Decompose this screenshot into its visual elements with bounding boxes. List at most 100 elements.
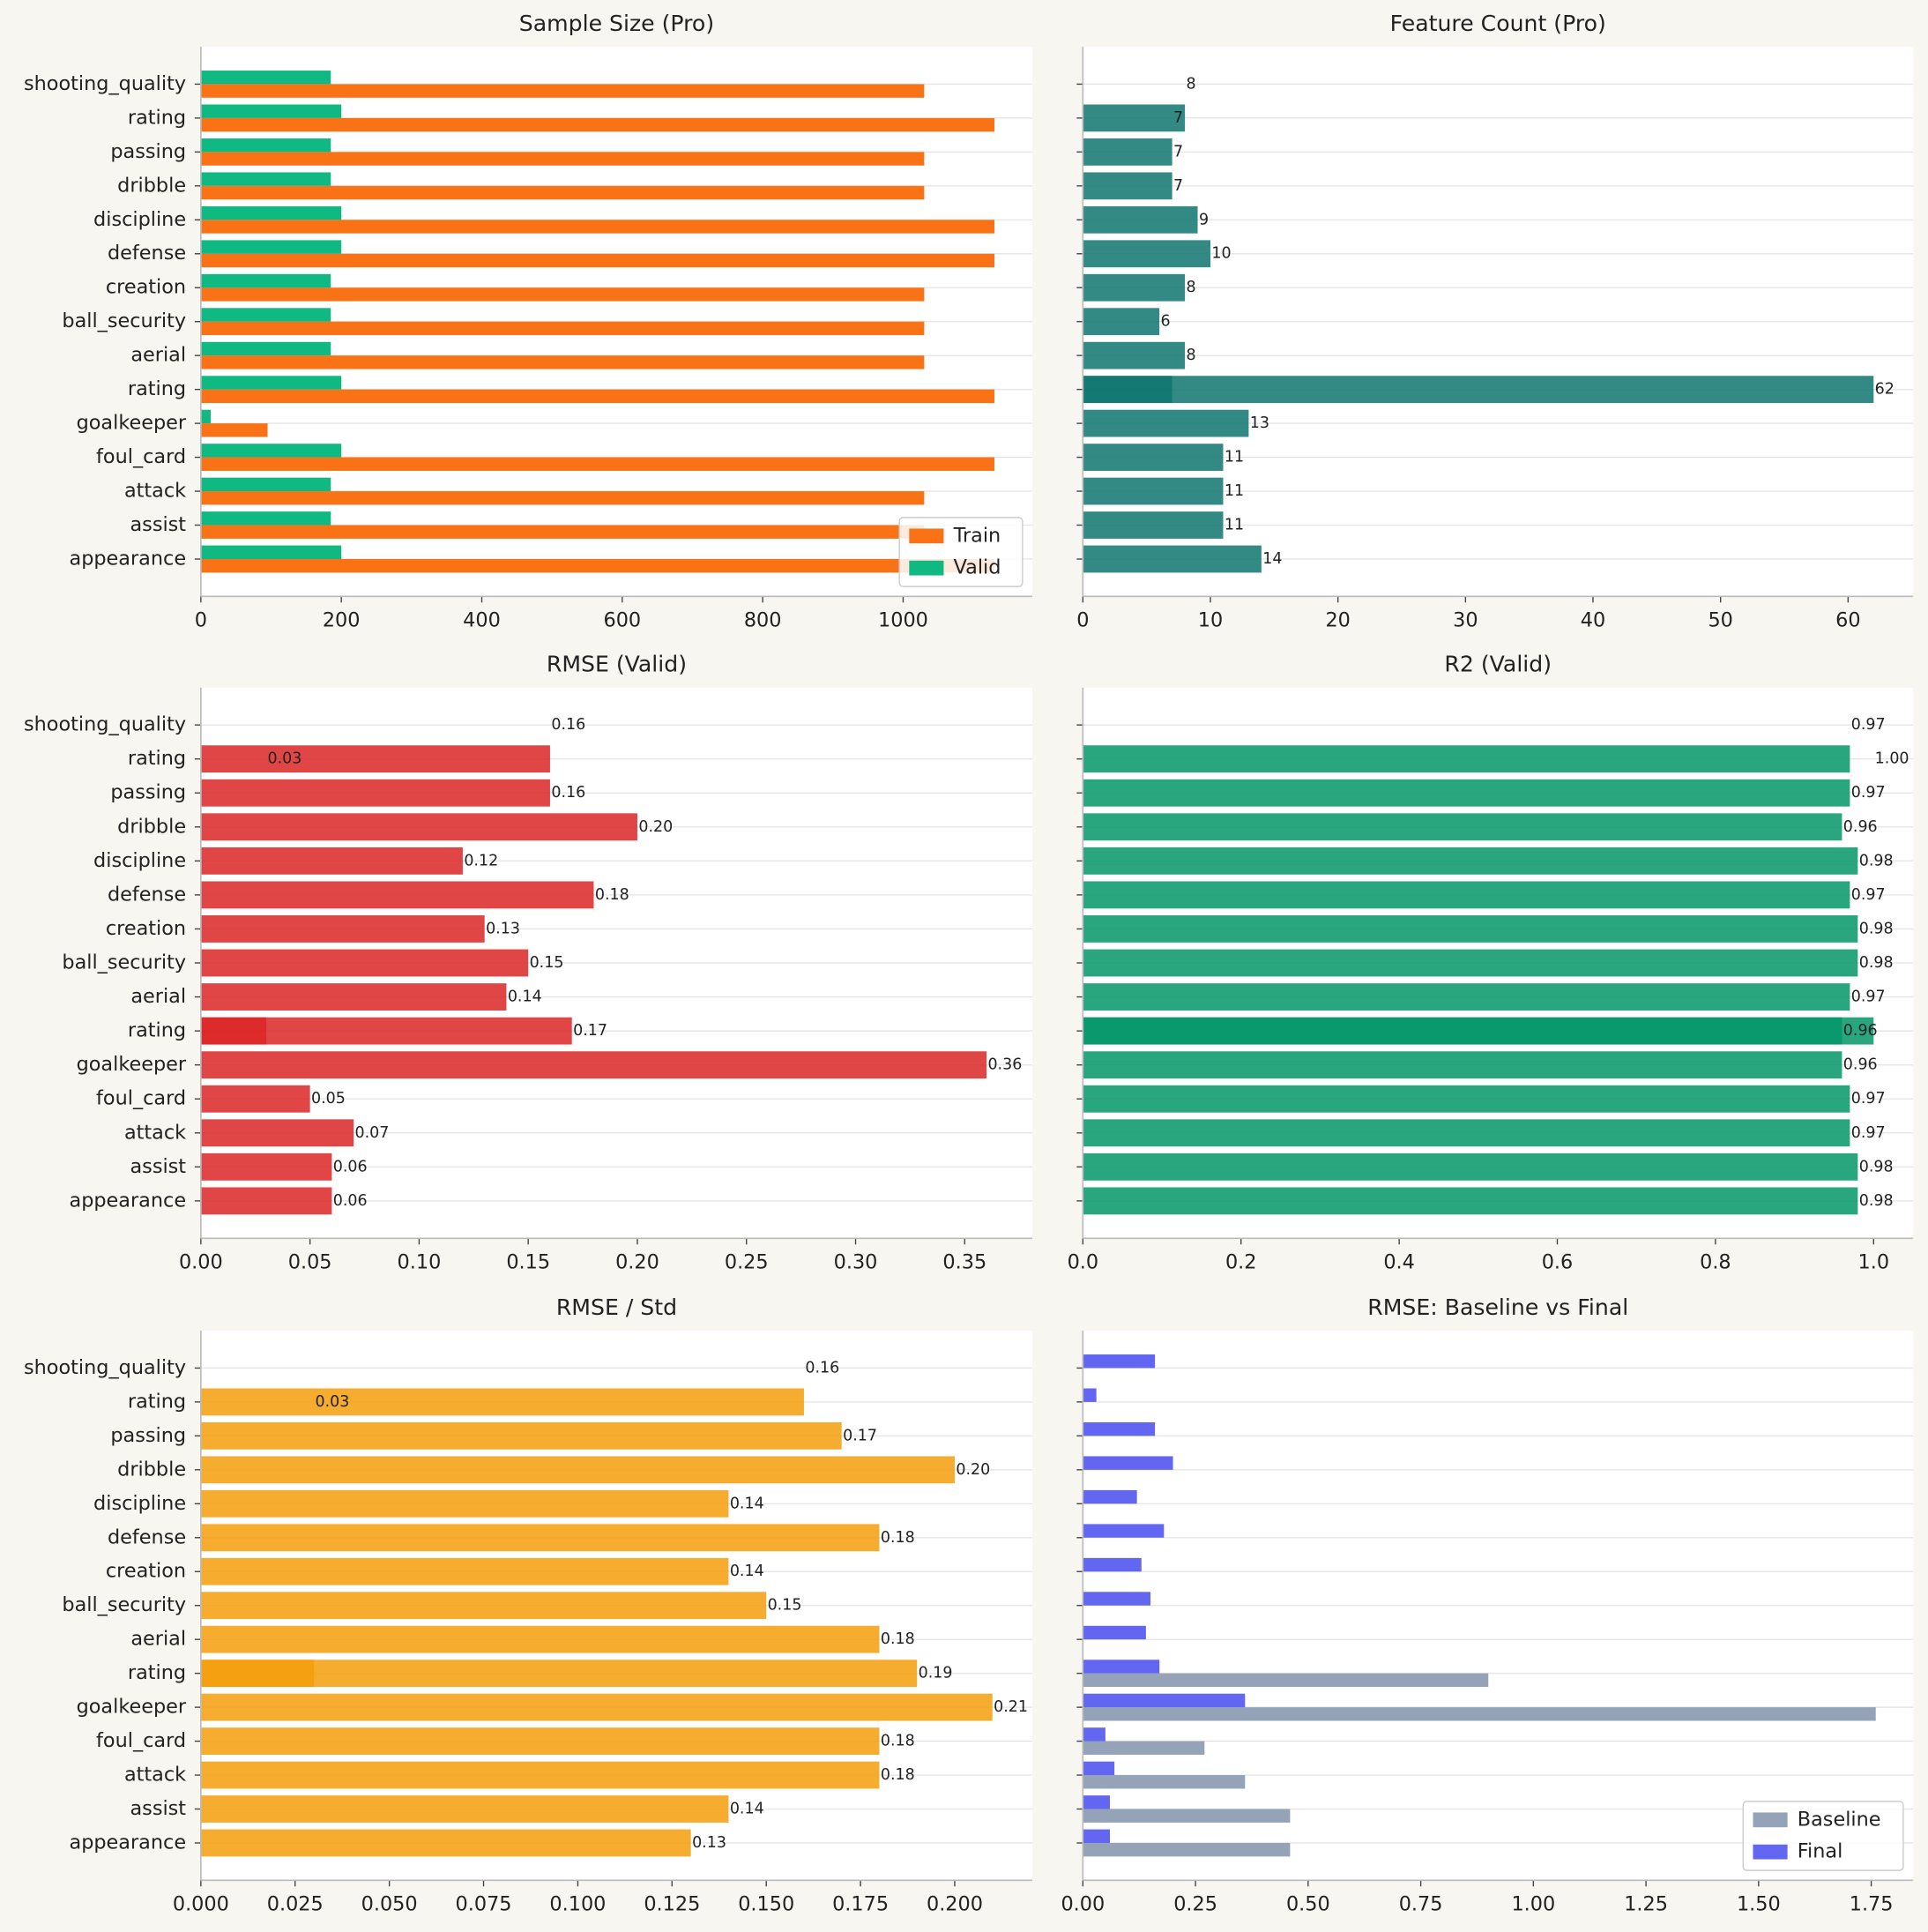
x-tick-label: 1.75	[1850, 1893, 1894, 1916]
bar	[1083, 1761, 1115, 1776]
bar	[200, 355, 925, 369]
value-label: 0.97	[1851, 784, 1886, 802]
value-label: 0.05	[311, 1090, 346, 1108]
bar	[200, 545, 342, 559]
y-tick-label: ball_security	[62, 1593, 186, 1616]
bar	[1083, 1660, 1160, 1674]
bar	[200, 525, 925, 539]
y-tick-label: rating	[128, 377, 186, 400]
value-label: 13	[1250, 414, 1269, 432]
legend-label: Train	[953, 524, 1001, 547]
value-label: 0.96	[1843, 818, 1878, 836]
legend-label: Valid	[954, 556, 1001, 579]
bar	[200, 1660, 918, 1688]
bar	[200, 983, 507, 1011]
x-tick-label: 0.075	[456, 1893, 512, 1916]
bar	[1083, 1693, 1246, 1708]
x-tick-label: 0.200	[927, 1893, 983, 1916]
bar	[200, 1388, 804, 1416]
y-tick-label: rating	[128, 1661, 186, 1684]
bar	[200, 1829, 691, 1857]
y-tick-label: shooting_quality	[24, 713, 186, 736]
x-tick-label: 0.25	[1173, 1893, 1217, 1916]
x-tick-label: 10	[1198, 609, 1223, 632]
bar	[200, 558, 995, 573]
bar	[1083, 779, 1850, 807]
bar	[1083, 1809, 1291, 1823]
bar	[200, 1085, 310, 1113]
x-tick-label: 0.125	[644, 1893, 700, 1916]
bar	[200, 1119, 354, 1147]
y-tick-label: assist	[130, 1155, 186, 1178]
bar	[200, 104, 342, 118]
bar	[200, 477, 331, 492]
bar	[200, 1795, 729, 1823]
x-tick-label: 0.20	[615, 1251, 659, 1274]
x-tick-label: 0.0	[1068, 1251, 1099, 1274]
chart-title: RMSE (Valid)	[547, 652, 687, 677]
value-label: 11	[1225, 449, 1244, 466]
bar	[200, 1456, 955, 1484]
y-tick-label: foul_card	[96, 445, 186, 468]
value-label: 0.20	[956, 1461, 990, 1479]
value-label: 62	[1875, 381, 1895, 399]
legend-label: Baseline	[1798, 1808, 1881, 1831]
y-tick-label: attack	[124, 1121, 186, 1144]
bar	[200, 1187, 332, 1215]
y-tick-label: creation	[106, 1560, 186, 1583]
value-label: 0.13	[486, 920, 520, 937]
y-tick-label: creation	[106, 917, 186, 940]
value-label: 0.16	[551, 784, 585, 802]
bar	[200, 273, 331, 288]
bar	[1083, 1017, 1874, 1045]
bar	[1083, 308, 1160, 336]
bar	[1083, 376, 1172, 404]
y-tick-label: assist	[130, 1797, 186, 1820]
bar	[1083, 983, 1850, 1011]
bar	[200, 71, 331, 85]
x-tick-label: 0.00	[1061, 1893, 1105, 1916]
y-tick-label: aerial	[130, 344, 186, 367]
y-tick-label: ball_security	[62, 951, 186, 974]
bar	[200, 1017, 267, 1045]
value-label: 0.18	[881, 1529, 915, 1547]
value-label: 8	[1186, 279, 1195, 296]
bar	[200, 205, 342, 220]
bar	[1083, 477, 1224, 505]
x-tick-label: 800	[744, 609, 782, 632]
value-label: 7	[1173, 109, 1183, 127]
bar	[1083, 881, 1850, 909]
value-label: 0.36	[987, 1056, 1022, 1074]
bar	[1083, 847, 1858, 875]
bar	[200, 1557, 729, 1585]
x-tick-label: 0.10	[398, 1251, 442, 1274]
x-tick-label: 0.175	[832, 1893, 889, 1916]
bar	[1083, 1152, 1858, 1181]
y-tick-label: goalkeeper	[77, 1053, 187, 1076]
x-tick-label: 50	[1708, 609, 1732, 632]
y-tick-label: creation	[106, 276, 186, 299]
bar	[200, 1592, 767, 1620]
value-label: 0.21	[994, 1698, 1028, 1716]
bar	[1083, 1795, 1111, 1809]
y-tick-label: appearance	[70, 1831, 187, 1854]
y-tick-label: passing	[110, 1424, 186, 1447]
x-tick-label: 1.0	[1858, 1251, 1890, 1274]
bar	[200, 172, 331, 186]
y-tick-label: defense	[108, 242, 186, 265]
value-label: 0.98	[1859, 920, 1894, 937]
x-tick-label: 20	[1325, 609, 1350, 632]
value-label: 0.14	[730, 1495, 764, 1512]
value-label: 0.18	[881, 1630, 915, 1648]
bar	[200, 491, 925, 505]
value-label: 0.19	[919, 1665, 953, 1682]
x-tick-label: 0.00	[179, 1251, 223, 1274]
value-label: 0.06	[333, 1158, 368, 1175]
value-label: 7	[1173, 143, 1183, 160]
y-tick-label: rating	[128, 747, 186, 770]
y-tick-label: dribble	[117, 815, 186, 838]
y-tick-label: rating	[128, 1390, 186, 1413]
bar	[1083, 104, 1186, 132]
y-tick-label: goalkeeper	[77, 412, 187, 435]
